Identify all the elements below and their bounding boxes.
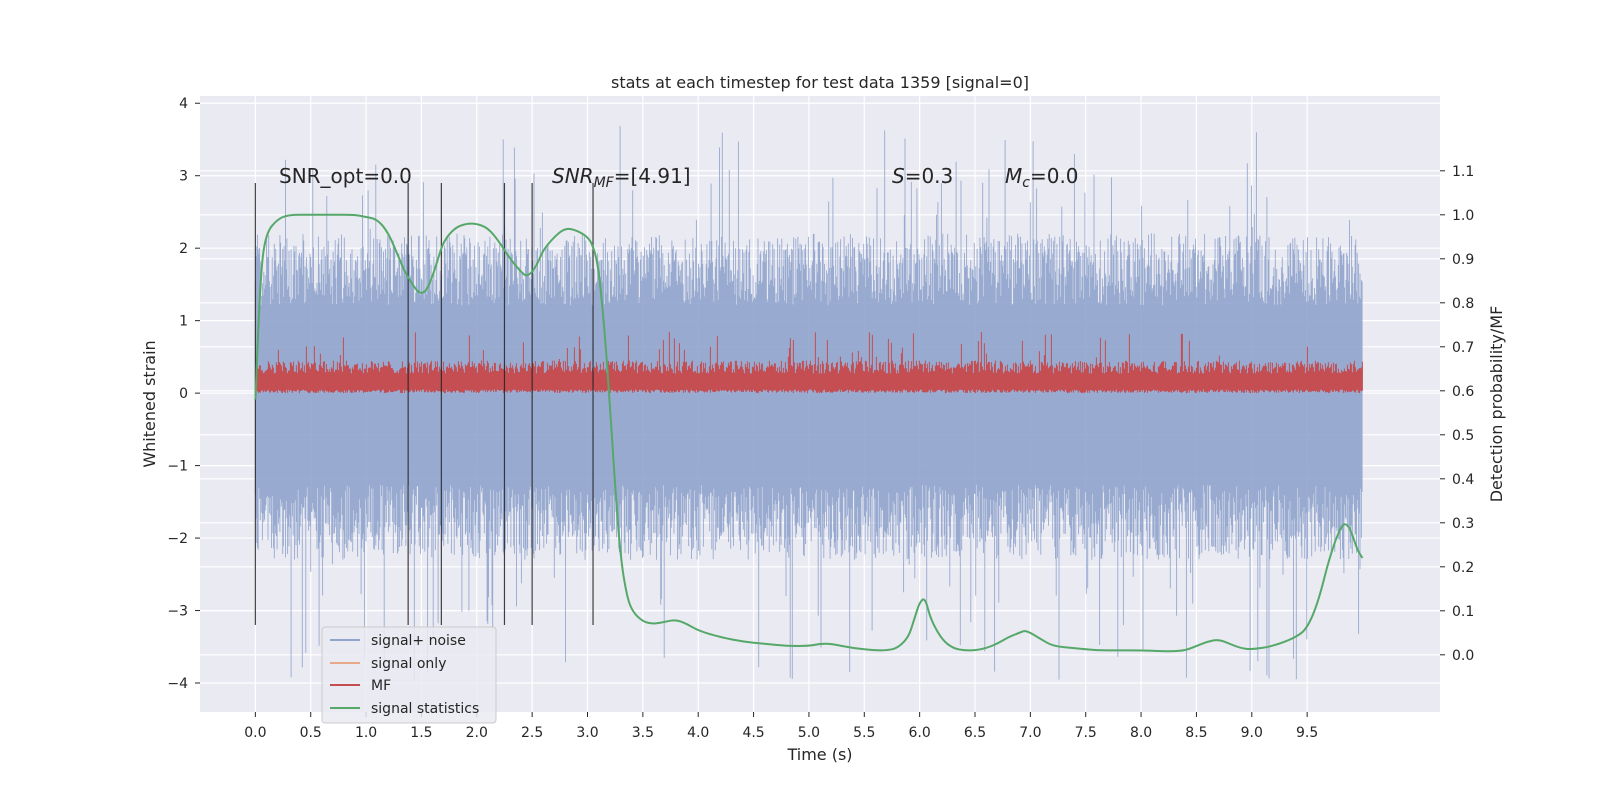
x-tick-label: 2.0 bbox=[466, 725, 488, 741]
y-right-tick-label: 0.5 bbox=[1452, 428, 1474, 444]
x-tick-label: 6.0 bbox=[909, 725, 931, 741]
x-tick-label: 7.0 bbox=[1019, 725, 1041, 741]
y-tick-label: 2 bbox=[179, 241, 188, 257]
y-tick-label: 4 bbox=[179, 96, 188, 112]
legend: signal+ noise signal only MF signal stat… bbox=[321, 626, 497, 724]
annotation-mc: Mc=0.0 bbox=[1005, 164, 1079, 191]
x-tick-label: 9.0 bbox=[1241, 725, 1263, 741]
legend-box bbox=[321, 626, 497, 724]
y-axis-label: Whitened strain bbox=[140, 340, 159, 467]
y-right-tick-label: 0.1 bbox=[1452, 604, 1474, 620]
x-tick-label: 4.5 bbox=[742, 725, 764, 741]
y-tick-labels: 4 3 2 1 0 −1 −2 −3 −4 bbox=[167, 96, 188, 692]
y-tick-labels-right: 1.1 1.0 0.9 0.8 0.7 0.6 0.5 0.4 0.3 0.2 0.1 0.0 bbox=[1452, 164, 1474, 664]
y-tick-label: −1 bbox=[167, 459, 188, 475]
x-tick-label: 7.5 bbox=[1075, 725, 1097, 741]
y-right-tick-label: 0.8 bbox=[1452, 296, 1474, 312]
x-tick-label: 4.0 bbox=[687, 725, 709, 741]
y-right-tick-label: 0.4 bbox=[1452, 472, 1474, 488]
y-tick-label: 0 bbox=[179, 386, 188, 402]
annotation-mc-sub: c bbox=[1022, 175, 1030, 191]
x-tick-label: 0.0 bbox=[244, 725, 266, 741]
vertical-markers bbox=[254, 182, 594, 626]
x-tick-label: 3.0 bbox=[576, 725, 598, 741]
x-tick-label: 8.0 bbox=[1130, 725, 1152, 741]
x-tick-label: 3.5 bbox=[632, 725, 654, 741]
y-tick-label: 1 bbox=[179, 314, 188, 330]
x-tick-label: 8.5 bbox=[1185, 725, 1207, 741]
legend-label-signal-statistics: signal statistics bbox=[371, 701, 479, 717]
y-axis-label-right: Detection probability/MF bbox=[1487, 306, 1506, 503]
legend-label-mf: MF bbox=[371, 678, 391, 694]
x-tick-label: 2.5 bbox=[521, 725, 543, 741]
annotation-snr-opt: SNR_opt=0.0 bbox=[279, 164, 412, 188]
y-right-tick-label: 0.2 bbox=[1452, 560, 1474, 576]
y-right-tick-label: 0.9 bbox=[1452, 252, 1474, 268]
x-tick-labels: 0.0 0.5 1.0 1.5 2.0 2.5 3.0 3.5 4.0 4.5 5.0 5.5 6.0 6… bbox=[244, 725, 1318, 741]
y-right-tick-label: 0.3 bbox=[1452, 516, 1474, 532]
y-right-tick-label: 0.6 bbox=[1452, 384, 1474, 400]
y-tick-label: 3 bbox=[179, 169, 188, 185]
x-tick-label: 0.5 bbox=[300, 725, 322, 741]
annotation-s-value: =0.3 bbox=[905, 164, 954, 188]
y-right-tick-label: 0.7 bbox=[1452, 340, 1474, 356]
annotation-snr-mf-value: =[4.91] bbox=[614, 164, 691, 188]
annotation-mc-base: M bbox=[1005, 164, 1022, 188]
legend-label-signal-noise: signal+ noise bbox=[371, 633, 466, 649]
y-tick-label: −3 bbox=[167, 604, 188, 620]
annotation-s: S=0.3 bbox=[892, 164, 953, 188]
x-tick-label: 5.5 bbox=[853, 725, 875, 741]
x-tick-label: 1.0 bbox=[355, 725, 377, 741]
y-right-tick-label: 1.0 bbox=[1452, 208, 1474, 224]
y-tick-label: −4 bbox=[167, 676, 188, 692]
x-axis-label: Time (s) bbox=[786, 745, 852, 764]
series-signal-statistics bbox=[254, 213, 1364, 653]
y-right-tick-label: 0.0 bbox=[1452, 648, 1474, 664]
legend-label-signal-only: signal only bbox=[371, 656, 446, 672]
y-right-tick-label: 1.1 bbox=[1452, 164, 1474, 180]
annotation-s-base: S bbox=[892, 164, 905, 188]
annotation-snr-mf-sub: MF bbox=[594, 175, 615, 191]
x-tick-label: 1.5 bbox=[410, 725, 432, 741]
x-tick-label: 6.5 bbox=[964, 725, 986, 741]
x-tick-label: 9.5 bbox=[1296, 725, 1318, 741]
y-tick-label: −2 bbox=[167, 531, 188, 547]
x-tick-label: 5.0 bbox=[798, 725, 820, 741]
annotation-mc-value: =0.0 bbox=[1030, 164, 1079, 188]
chart-title: stats at each timestep for test data 135… bbox=[611, 73, 1029, 92]
annotation-snr-mf-base: SNR bbox=[552, 164, 594, 188]
annotation-snr-mf: SNRMF=[4.91] bbox=[552, 164, 691, 191]
